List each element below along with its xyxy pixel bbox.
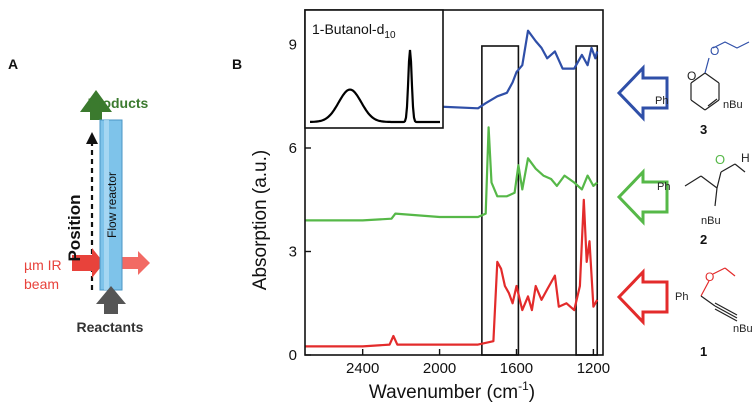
- compound-2-aryl: Ph: [657, 181, 670, 193]
- ir-beam-label-line1: µm IR: [24, 257, 62, 273]
- reactants-arrow: [96, 286, 126, 314]
- inset-spectrum-line: [310, 49, 440, 124]
- compound-2-substituent: nBu: [701, 215, 721, 227]
- compound-2-number: 2: [700, 232, 707, 247]
- y-tick-label-0: 0: [289, 347, 297, 364]
- compound-3-aryl: Ph: [655, 95, 668, 107]
- compound-structures: O O Ph nBu 3 O H Ph nBu 2 O Ph nBu 1: [616, 41, 753, 359]
- compound-1-structure: O Ph nBu 1: [616, 267, 753, 359]
- x-tick-label-1600: 1600: [500, 360, 533, 377]
- compound-2-oxygen: O: [715, 152, 725, 167]
- x-tick-label-2400: 2400: [346, 360, 379, 377]
- plot-frame: [304, 9, 604, 356]
- y-tick-label-3: 3: [289, 244, 297, 261]
- panel-b-label: B: [232, 56, 243, 72]
- products-label: Products: [88, 95, 149, 111]
- position-label: Position: [65, 194, 84, 261]
- compound-2-structure: O H Ph nBu 2: [616, 151, 750, 247]
- ir-beam-arrow-in: [72, 248, 104, 278]
- compound-2-hydrogen: H: [741, 151, 750, 165]
- reactants-label: Reactants: [77, 319, 144, 335]
- compound-3-substituent: nBu: [723, 99, 743, 111]
- y-axis-label: Absorption (a.u.): [250, 150, 271, 290]
- products-arrow: [80, 90, 112, 120]
- highlight-window-2: [575, 45, 599, 356]
- compound-1-oxygen: O: [705, 270, 714, 284]
- ir-beam-arrow-out: [122, 251, 150, 275]
- highlight-window-1: [481, 45, 520, 356]
- compound-3-oxygen: O: [710, 44, 719, 58]
- flow-reactor-label: Flow reactor: [105, 172, 119, 238]
- compound-1-aryl: Ph: [675, 291, 688, 303]
- y-tick-label-9: 9: [289, 37, 297, 54]
- compound-2-arrow: [616, 168, 669, 226]
- compound-1-substituent: nBu: [733, 323, 753, 335]
- x-tick-label-2000: 2000: [423, 360, 456, 377]
- compound-3-number: 3: [700, 122, 707, 137]
- panel-a-label: A: [8, 56, 19, 72]
- series-line-2: [305, 126, 598, 222]
- x-axis-label: Wavenumber (cm-1): [369, 379, 535, 403]
- compound-1-number: 1: [700, 344, 707, 359]
- inset-label: 1-Butanol-d10: [312, 21, 396, 41]
- compound-3-structure: O O Ph nBu 3: [616, 41, 750, 137]
- x-tick-label-1200: 1200: [577, 360, 610, 377]
- ir-beam-label-line2: beam: [24, 276, 59, 292]
- compound-3-arrow: [616, 64, 669, 122]
- inset-frame: [304, 9, 444, 129]
- y-tick-label-6: 6: [289, 140, 297, 157]
- compound-1-arrow: [616, 268, 669, 326]
- ir-spectra-chart: Absorption (a.u.) Wavenumber (cm-1) 2400…: [250, 9, 610, 403]
- series-line-1: [305, 198, 599, 348]
- flow-reactor-diagram: Products Position Flow reactor µm IR bea…: [24, 90, 150, 335]
- compound-3-ring-oxygen: O: [687, 69, 696, 83]
